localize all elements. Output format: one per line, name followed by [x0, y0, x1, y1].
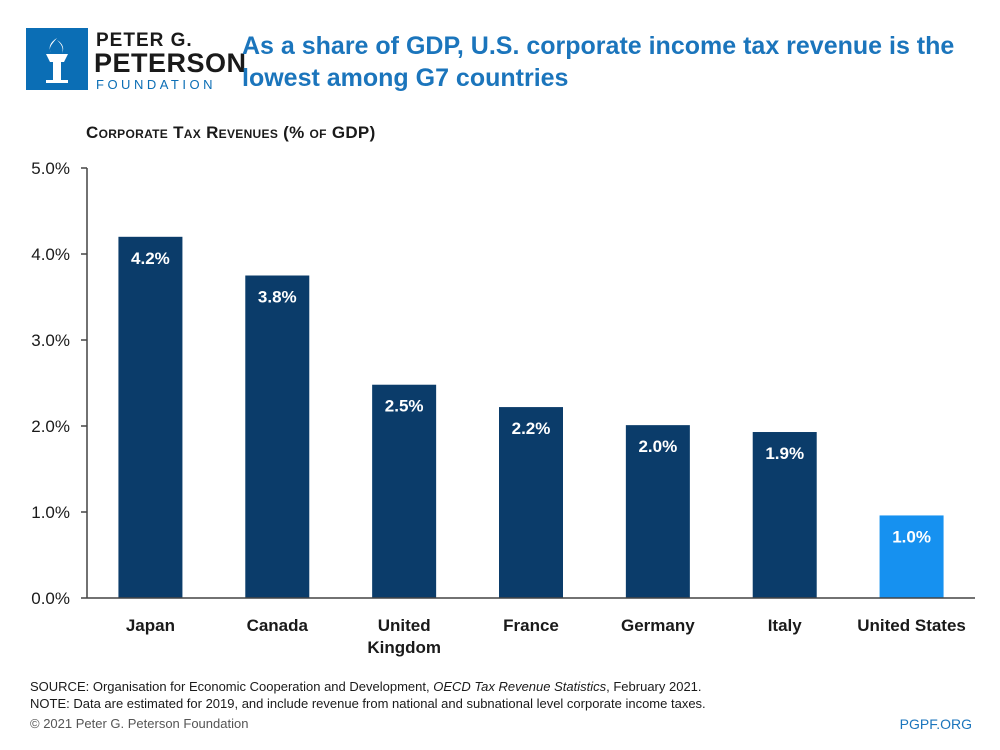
data-label: 3.8% [258, 288, 297, 307]
x-tick-label: Italy [768, 616, 803, 635]
data-label: 1.0% [892, 527, 931, 546]
x-axis: Japan Canada United Kingdom France Germany Ita… [87, 597, 975, 657]
x-tick-label: Japan [126, 616, 175, 635]
copyright: © 2021 Peter G. Peterson Foundation [30, 716, 249, 731]
bar [499, 407, 563, 598]
torch-logo-icon [26, 28, 88, 90]
y-tick-label: 5.0% [31, 159, 70, 178]
y-axis: 0.0% 1.0% 2.0% 3.0% 4.0% 5.0% [31, 159, 88, 608]
x-tick-label: United Kingdom [367, 616, 441, 657]
x-tick-label: Canada [247, 616, 309, 635]
y-tick-label: 3.0% [31, 331, 70, 350]
bar [245, 275, 310, 598]
site-link[interactable]: PGPF.ORG [899, 716, 972, 732]
logo-text-line1: PETER G. [96, 30, 193, 51]
x-tick-label: United States [857, 616, 966, 635]
bar-chart: 0.0% 1.0% 2.0% 3.0% 4.0% 5.0% 4.2% 3.8% 2.5% 2.2… [31, 159, 975, 657]
logo: PETER G. PETERSON FOUNDATION [26, 28, 246, 94]
data-label: 2.5% [385, 397, 424, 416]
bar [879, 515, 944, 598]
data-note: NOTE: Data are estimated for 2019, and i… [30, 696, 706, 711]
y-tick-label: 4.0% [31, 245, 70, 264]
logo-text-line2: PETERSON [94, 48, 247, 78]
source-suffix: , February 2021. [606, 679, 702, 694]
chart-title: Corporate Tax Revenues (% of GDP) [86, 123, 376, 142]
data-label: 2.2% [512, 419, 551, 438]
source-title: OECD Tax Revenue Statistics [433, 679, 607, 694]
x-tick-label: Germany [621, 616, 695, 635]
page-title: As a share of GDP, U.S. corporate income… [242, 32, 955, 92]
data-label: 1.9% [765, 444, 804, 463]
y-tick-label: 2.0% [31, 417, 70, 436]
data-label: 2.0% [638, 437, 677, 456]
bar [752, 432, 817, 598]
source-prefix: SOURCE: Organisation for Economic Cooper… [30, 679, 434, 694]
x-tick-label: France [503, 616, 559, 635]
bar [372, 384, 437, 598]
source-note: SOURCE: Organisation for Economic Cooper… [30, 679, 702, 694]
data-label: 4.2% [131, 249, 170, 268]
bar [625, 425, 690, 598]
logo-text-line3: FOUNDATION [96, 77, 216, 92]
bars: 4.2% 3.8% 2.5% 2.2% 2.0% 1.9% 1.0% [118, 236, 944, 599]
y-tick-label: 1.0% [31, 503, 70, 522]
bar [118, 236, 183, 599]
y-tick-label: 0.0% [31, 589, 70, 608]
